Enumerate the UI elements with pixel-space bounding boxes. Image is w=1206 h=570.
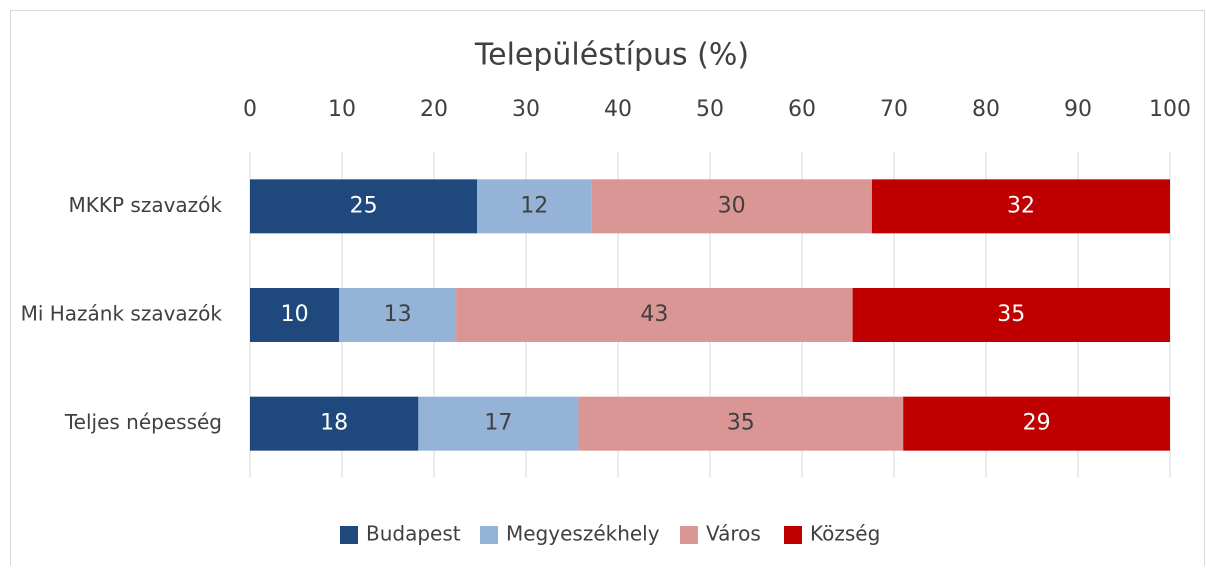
data-label: 25 [350, 193, 378, 218]
chart-border [10, 10, 1205, 570]
x-tick-label: 60 [788, 97, 816, 122]
bar-segment [852, 288, 1170, 342]
x-tick-label: 80 [972, 97, 1000, 122]
x-tick-label: 20 [420, 97, 448, 122]
data-label: 43 [640, 302, 668, 327]
legend-swatch [340, 526, 358, 544]
bar-segment [250, 179, 478, 234]
data-label: 12 [520, 193, 548, 218]
y-tick-label: Teljes népesség [64, 410, 222, 434]
y-tick-label: Mi Hazánk szavazók [21, 302, 223, 326]
legend-label: Község [810, 522, 880, 546]
x-tick-label: 90 [1064, 97, 1092, 122]
bar-segment [418, 396, 579, 451]
legend-swatch [784, 526, 802, 544]
y-tick-label: MKKP szavazók [69, 193, 223, 217]
x-tick-label: 70 [880, 97, 908, 122]
legend-label: Város [706, 522, 761, 546]
data-label: 18 [320, 411, 348, 436]
data-label: 17 [484, 411, 512, 436]
x-tick-label: 100 [1149, 97, 1191, 122]
x-tick-label: 50 [696, 97, 724, 122]
x-tick-label: 0 [243, 97, 257, 122]
legend-swatch [480, 526, 498, 544]
legend-label: Megyeszékhely [506, 522, 660, 546]
bar-segment [477, 179, 592, 234]
data-label: 35 [727, 411, 755, 436]
x-tick-label: 30 [512, 97, 540, 122]
x-tick-label: 10 [328, 97, 356, 122]
bar-segment [339, 288, 457, 342]
data-label: 32 [1007, 193, 1035, 218]
x-tick-label: 40 [604, 97, 632, 122]
data-label: 13 [384, 302, 412, 327]
chart-title: Településtípus (%) [474, 38, 749, 73]
data-label: 29 [1023, 411, 1051, 436]
legend-label: Budapest [366, 522, 461, 546]
data-label: 30 [718, 193, 746, 218]
bar-segment [591, 179, 872, 234]
data-label: 10 [281, 302, 309, 327]
bar-segment [250, 396, 419, 451]
bar-segment [903, 396, 1170, 451]
legend-swatch [680, 526, 698, 544]
bar-segment [871, 179, 1170, 234]
bar-segment [578, 396, 904, 451]
bar-segment [250, 288, 340, 342]
data-label: 35 [997, 302, 1025, 327]
bar-segment [456, 288, 853, 342]
